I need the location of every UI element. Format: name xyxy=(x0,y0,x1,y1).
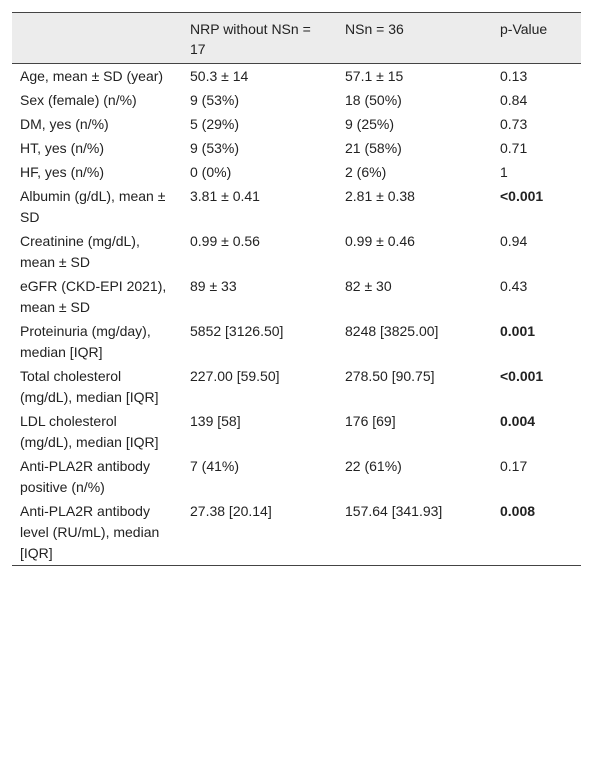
row-label: Anti-PLA2R antibody level (RU/mL), media… xyxy=(20,503,160,561)
p-value: 0.004 xyxy=(500,413,536,429)
table-row: LDL cholesterol (mg/dL), median [IQR] 139… xyxy=(12,409,581,454)
p-value: 1 xyxy=(500,164,508,180)
ns-value: 22 (61%) xyxy=(345,458,402,474)
table-row: DM, yes (n/%) 5 (29%) 9 (25%) 0.73 xyxy=(12,112,581,136)
table-row: HT, yes (n/%) 9 (53%) 21 (58%) 0.71 xyxy=(12,136,581,160)
p-value: <0.001 xyxy=(500,368,544,384)
row-label: DM, yes (n/%) xyxy=(20,116,109,132)
table-row: Albumin (g/dL), mean ± SD 3.81 ± 0.41 2.81… xyxy=(12,184,581,229)
nrp-value: 7 (41%) xyxy=(190,458,240,474)
nrp-value: 27.38 [20.14] xyxy=(190,503,272,519)
ns-value: 82 ± 30 xyxy=(345,278,392,294)
ns-value: 2 (6%) xyxy=(345,164,387,180)
row-label: Sex (female) (n/%) xyxy=(20,92,137,108)
data-table: NRP without NSn = 17 NSn = 36 p-Value Ag… xyxy=(12,12,581,566)
table-row: Total cholesterol (mg/dL), median [IQR] 2… xyxy=(12,364,581,409)
nrp-value: 5 (29%) xyxy=(190,116,240,132)
ns-value: 2.81 ± 0.38 xyxy=(345,188,415,204)
row-label: HT, yes (n/%) xyxy=(20,140,105,156)
table-row: HF, yes (n/%) 0 (0%) 2 (6%) 1 xyxy=(12,160,581,184)
header-row: NRP without NSn = 17 NSn = 36 p-Value xyxy=(12,12,581,64)
nrp-value: 50.3 ± 14 xyxy=(190,68,249,84)
p-value: 0.43 xyxy=(500,278,528,294)
p-value: 0.008 xyxy=(500,503,536,519)
header-cell: NSn = 36 xyxy=(345,21,404,37)
header-cell: NRP without NSn = 17 xyxy=(190,21,311,57)
header-cell xyxy=(12,13,182,64)
table-row: Sex (female) (n/%) 9 (53%) 18 (50%) 0.84 xyxy=(12,88,581,112)
p-value: <0.001 xyxy=(500,188,544,204)
table-row: Proteinuria (mg/day), median [IQR] 5852 [… xyxy=(12,319,581,364)
row-label: Age, mean ± SD (year) xyxy=(20,68,164,84)
ns-value: 21 (58%) xyxy=(345,140,402,156)
p-value: 0.84 xyxy=(500,92,528,108)
table-row: Anti-PLA2R antibody level (RU/mL), media… xyxy=(12,499,581,566)
p-value: 0.73 xyxy=(500,116,528,132)
row-label: Total cholesterol (mg/dL), median [IQR] xyxy=(20,368,159,405)
nrp-value: 0.99 ± 0.56 xyxy=(190,233,260,249)
p-value: 0.94 xyxy=(500,233,528,249)
ns-value: 57.1 ± 15 xyxy=(345,68,404,84)
table-row: Anti-PLA2R antibody positive (n/%) 7 (41%… xyxy=(12,454,581,499)
ns-value: 8248 [3825.00] xyxy=(345,323,439,339)
ns-value: 176 [69] xyxy=(345,413,396,429)
nrp-value: 139 [58] xyxy=(190,413,241,429)
ns-value: 0.99 ± 0.46 xyxy=(345,233,415,249)
p-value: 0.71 xyxy=(500,140,528,156)
nrp-value: 9 (53%) xyxy=(190,92,240,108)
ns-value: 9 (25%) xyxy=(345,116,395,132)
ns-value: 278.50 [90.75] xyxy=(345,368,435,384)
nrp-value: 9 (53%) xyxy=(190,140,240,156)
row-label: Creatinine (mg/dL), mean ± SD xyxy=(20,233,140,270)
nrp-value: 0 (0%) xyxy=(190,164,232,180)
table-row: Creatinine (mg/dL), mean ± SD 0.99 ± 0.56… xyxy=(12,229,581,274)
table-row: Age, mean ± SD (year) 50.3 ± 14 57.1 ± 15 0… xyxy=(12,64,581,89)
header-cell: p-Value xyxy=(500,21,548,37)
table-row: eGFR (CKD-EPI 2021), mean ± SD 89 ± 33 82 … xyxy=(12,274,581,319)
p-value: 0.17 xyxy=(500,458,528,474)
nrp-value: 89 ± 33 xyxy=(190,278,237,294)
table-body: Age, mean ± SD (year) 50.3 ± 14 57.1 ± 15 0… xyxy=(12,64,581,566)
row-label: Albumin (g/dL), mean ± SD xyxy=(20,188,166,225)
row-label: LDL cholesterol (mg/dL), median [IQR] xyxy=(20,413,159,450)
row-label: eGFR (CKD-EPI 2021), mean ± SD xyxy=(20,278,167,315)
nrp-value: 3.81 ± 0.41 xyxy=(190,188,260,204)
nrp-value: 5852 [3126.50] xyxy=(190,323,284,339)
p-value: 0.13 xyxy=(500,68,528,84)
nrp-value: 227.00 [59.50] xyxy=(190,368,280,384)
p-value: 0.001 xyxy=(500,323,536,339)
row-label: Anti-PLA2R antibody positive (n/%) xyxy=(20,458,150,495)
ns-value: 157.64 [341.93] xyxy=(345,503,443,519)
ns-value: 18 (50%) xyxy=(345,92,402,108)
row-label: Proteinuria (mg/day), median [IQR] xyxy=(20,323,151,360)
table-header: NRP without NSn = 17 NSn = 36 p-Value xyxy=(12,12,581,64)
row-label: HF, yes (n/%) xyxy=(20,164,105,180)
